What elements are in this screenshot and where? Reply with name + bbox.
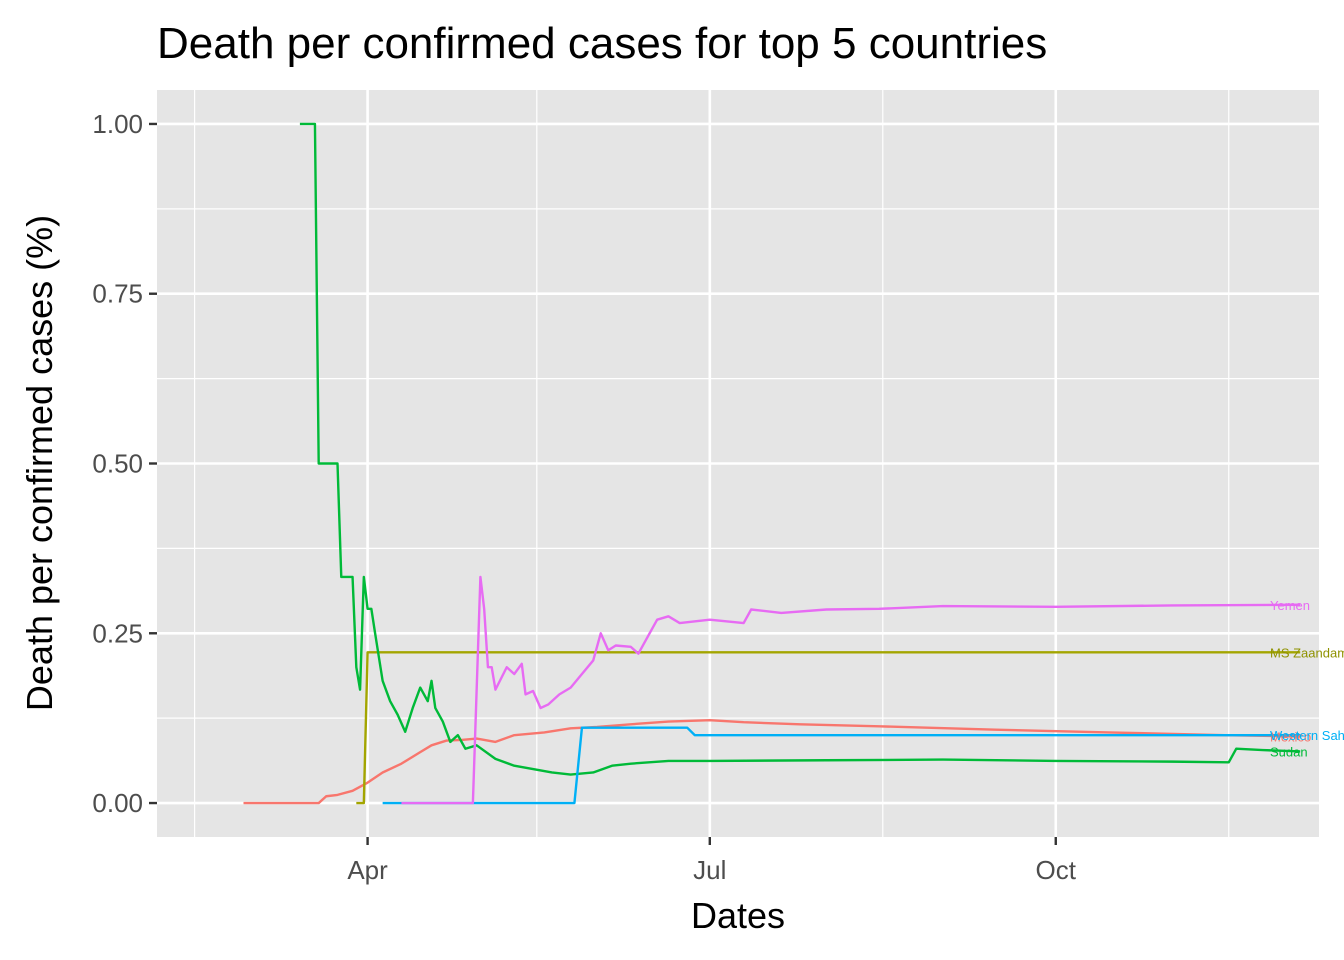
series-line-western-sahara [382,726,1301,805]
y-axis: 0.00 0.25 0.50 0.75 1.00 [92,109,157,818]
end-label-mexico: Mexico [1270,729,1311,744]
end-label-sudan: Sudan [1270,744,1308,759]
series-line-yemen [401,575,1301,805]
y-tick-label: 0.75 [92,279,143,309]
x-tick-label: Jul [693,855,726,885]
series-lines [243,122,1301,805]
chart-title: Death per confirmed cases for top 5 coun… [157,19,1047,68]
y-tick-label: 0.00 [92,788,143,818]
series-line-ms-zaandam [356,651,1301,805]
series-line-sudan [299,122,1301,776]
end-label-yemen: Yemen [1270,598,1310,613]
major-gridlines [157,90,1319,837]
series-line-mexico [243,719,1301,805]
end-label-ms-zaandam: MS Zaandam [1270,645,1344,660]
y-tick-label: 0.50 [92,449,143,479]
y-tick-label: 0.25 [92,618,143,648]
x-tick-label: Oct [1036,855,1077,885]
x-axis-title: Dates [691,895,785,936]
y-tick-label: 1.00 [92,109,143,139]
y-axis-title: Death per confirmed cases (%) [19,215,60,711]
end-label-western-sahara: Western Sahara [1270,728,1344,743]
x-tick-label: Apr [347,855,388,885]
x-axis: Apr Jul Oct [347,837,1077,885]
